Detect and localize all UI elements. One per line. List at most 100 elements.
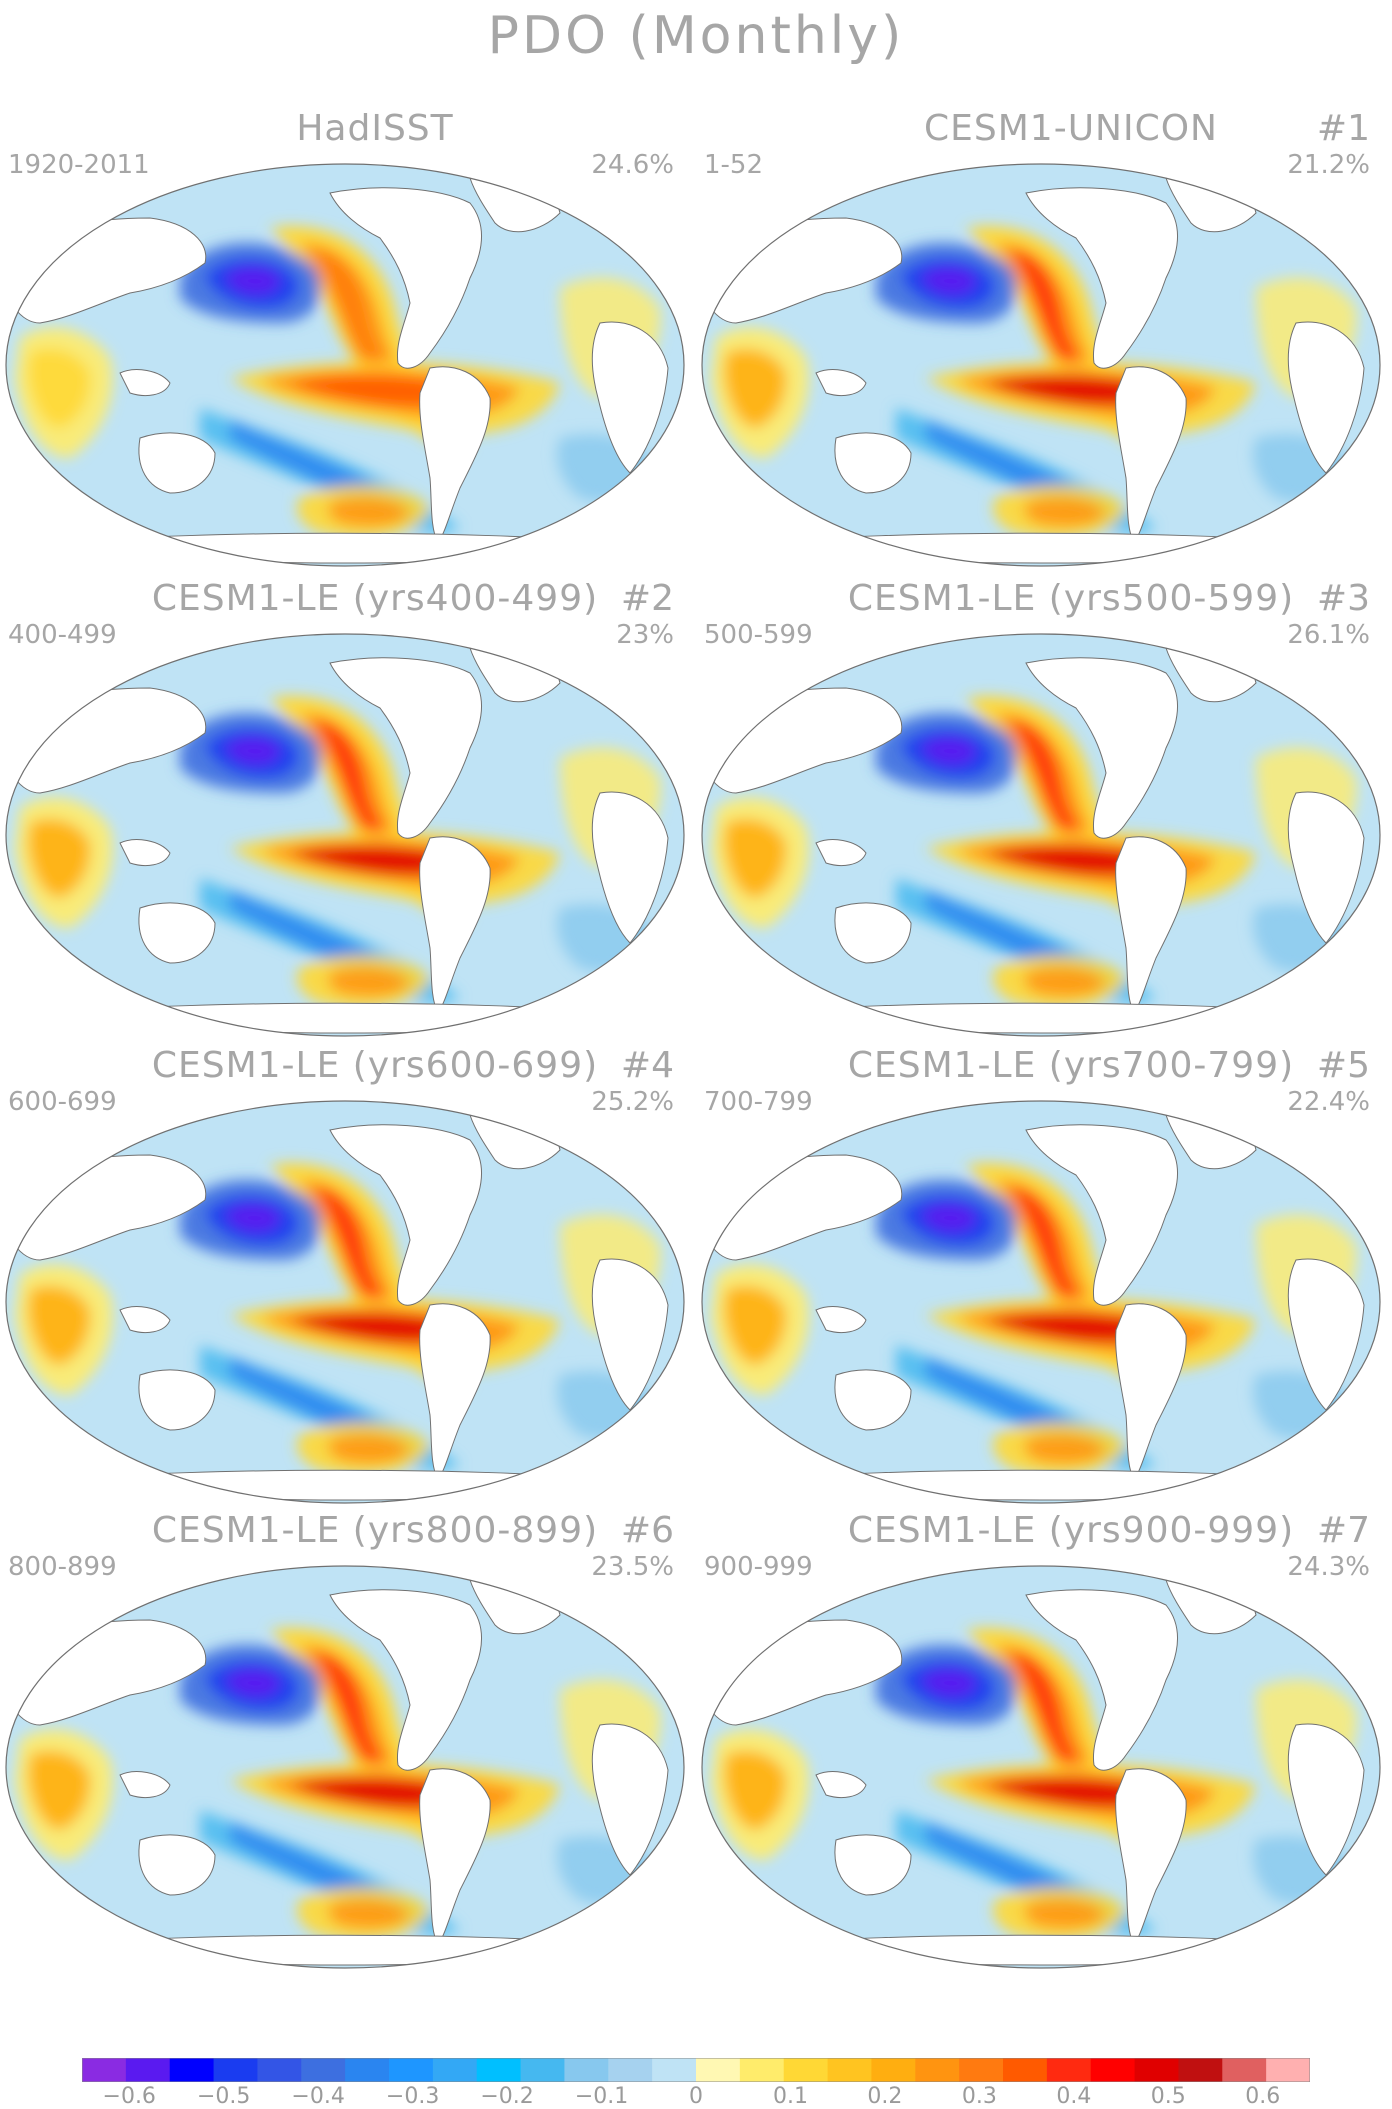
- land-mass: [329, 187, 483, 369]
- land-mass: [815, 1306, 867, 1333]
- colorbar-tick-label: 0.5: [1150, 2084, 1186, 2109]
- map-border: [5, 1565, 685, 1969]
- land-mass: [59, 1002, 631, 1034]
- land-mass: [119, 839, 171, 866]
- colorbar-swatch: [213, 2058, 258, 2082]
- anomaly-region: [921, 1204, 977, 1233]
- anomaly-region: [1011, 1185, 1096, 1320]
- anomaly-region: [724, 1751, 787, 1830]
- anomaly-region: [315, 718, 400, 853]
- colorbar-swatch: [432, 2058, 478, 2082]
- map-panel: CESM1-UNICON #1 1-52 21.2%: [696, 108, 1386, 598]
- sst-map: [701, 633, 1381, 1037]
- panel-years: 800-899: [8, 1552, 117, 1582]
- land-mass: [1025, 657, 1179, 839]
- anomaly-region: [328, 1899, 410, 1929]
- anomaly-region: [328, 1434, 410, 1464]
- land-mass: [1115, 836, 1187, 1014]
- panel-number: #5: [1316, 1045, 1370, 1086]
- land-mass: [1025, 1589, 1179, 1771]
- land-mass: [59, 532, 631, 564]
- anomaly-region: [724, 819, 787, 898]
- panel-years: 900-999: [704, 1552, 813, 1582]
- land-mass: [419, 836, 491, 1014]
- anomaly-region: [328, 967, 410, 997]
- land-mass: [1115, 366, 1187, 544]
- map-panel: CESM1-LE (yrs900-999) #7 900-999 24.3%: [696, 1510, 1386, 2000]
- colorbar-tick-label: −0.6: [102, 2084, 156, 2109]
- map-panel: CESM1-LE (yrs400-499) #2 400-499 23%: [0, 578, 690, 1068]
- land-mass: [138, 902, 216, 964]
- colorbar-swatch: [564, 2058, 609, 2082]
- land-mass: [1025, 1124, 1179, 1306]
- anomaly-region: [921, 737, 977, 766]
- sst-map: [5, 1100, 685, 1504]
- colorbar-tick-label: −0.4: [291, 2084, 345, 2109]
- colorbar-swatch: [871, 2058, 916, 2082]
- land-mass: [815, 1771, 867, 1798]
- anomaly-region: [315, 248, 400, 383]
- land-mass: [591, 791, 669, 944]
- land-mass: [1115, 1768, 1187, 1946]
- colorbar-swatch: [915, 2058, 960, 2082]
- sst-map: [5, 633, 685, 1037]
- colorbar-swatch: [520, 2058, 565, 2082]
- land-mass: [755, 1469, 1327, 1501]
- map-border: [5, 163, 685, 567]
- colorbar-swatch: [169, 2058, 215, 2082]
- land-mass: [119, 1306, 171, 1333]
- panel-years: 1-52: [704, 150, 764, 180]
- sst-map: [5, 1565, 685, 1969]
- panel-number: #4: [620, 1045, 674, 1086]
- panel-number: #7: [1316, 1510, 1370, 1551]
- colorbar-swatch: [476, 2058, 522, 2082]
- map-border: [701, 1100, 1381, 1504]
- colorbar-swatch: [82, 2058, 127, 2082]
- land-mass: [834, 1834, 912, 1896]
- panel-title: CESM1-LE (yrs500-599): [847, 578, 1295, 619]
- sst-map: [701, 1100, 1381, 1504]
- land-mass: [591, 321, 669, 474]
- sst-map: [5, 163, 685, 567]
- panel-title: HadISST: [296, 108, 454, 149]
- colorbar-swatch: [827, 2058, 872, 2082]
- colorbar: [82, 2058, 1310, 2082]
- land-mass: [59, 1934, 631, 1966]
- land-mass: [59, 1469, 631, 1501]
- colorbar-swatch: [739, 2058, 785, 2082]
- land-mass: [834, 1369, 912, 1431]
- anomaly-region: [225, 1669, 281, 1698]
- figure-title: PDO (Monthly): [487, 6, 905, 66]
- anomaly-region: [28, 1286, 91, 1365]
- panel-title: CESM1-LE (yrs400-499): [151, 578, 599, 619]
- panel-number: #3: [1316, 578, 1370, 619]
- anomaly-region: [1011, 1650, 1096, 1785]
- colorbar-tick-label: −0.5: [196, 2084, 251, 2109]
- colorbar-tick-label: 0.3: [961, 2084, 997, 2109]
- colorbar-swatch: [696, 2058, 741, 2082]
- land-mass: [834, 902, 912, 964]
- anomaly-region: [724, 1286, 787, 1365]
- map-border: [701, 633, 1381, 1037]
- colorbar-swatch: [1178, 2058, 1223, 2082]
- colorbar-tick-label: 0.4: [1056, 2084, 1092, 2109]
- colorbar-tick-label: −0.3: [385, 2084, 440, 2109]
- anomaly-region: [28, 349, 91, 428]
- panel-number: #6: [620, 1510, 674, 1551]
- panel-title: CESM1-LE (yrs900-999): [847, 1510, 1295, 1551]
- map-border: [5, 1100, 685, 1504]
- anomaly-region: [1024, 1434, 1106, 1464]
- panel-variance: 23.5%: [591, 1552, 674, 1582]
- land-mass: [119, 369, 171, 396]
- panel-years: 500-599: [704, 620, 813, 650]
- land-mass: [591, 1258, 669, 1411]
- panel-title: CESM1-LE (yrs600-699): [151, 1045, 599, 1086]
- colorbar-swatch: [783, 2058, 829, 2082]
- map-border: [5, 633, 685, 1037]
- panel-title: CESM1-UNICON: [924, 108, 1218, 149]
- panel-years: 700-799: [704, 1087, 813, 1117]
- land-mass: [1025, 187, 1179, 369]
- panel-variance: 24.6%: [591, 150, 674, 180]
- anomaly-region: [225, 1204, 281, 1233]
- anomaly-region: [1011, 248, 1096, 383]
